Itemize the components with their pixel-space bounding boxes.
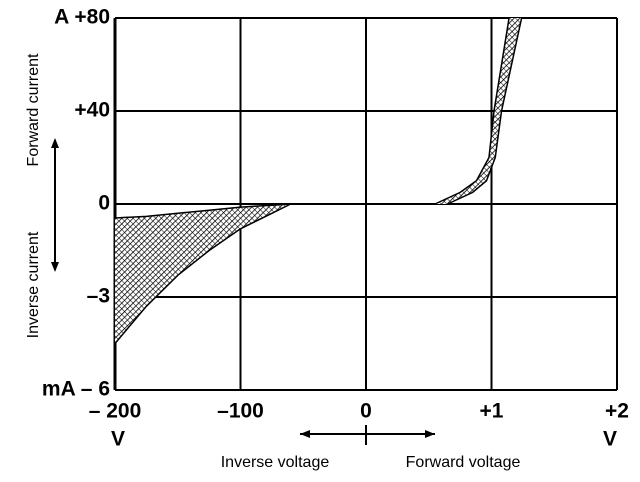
band-fill <box>435 18 522 204</box>
x-axis-label: Inverse voltage <box>221 454 330 471</box>
band-edge <box>114 203 291 219</box>
band-edge <box>434 17 510 205</box>
x-tick-label: – 200 <box>89 400 142 423</box>
x-tick-label: 0 <box>360 400 372 423</box>
band-fill <box>115 204 291 344</box>
y-tick-label: 0 <box>98 192 110 215</box>
x-unit: V <box>111 428 125 451</box>
y-tick-label: +40 <box>74 99 110 122</box>
y-axis-label: Forward current <box>25 53 42 166</box>
y-tick-label: –3 <box>87 285 110 308</box>
y-tick-label: A +80 <box>54 6 110 29</box>
y-axis-label: Inverse current <box>25 231 42 338</box>
x-axis-label: Forward voltage <box>406 454 521 471</box>
band-edge <box>447 17 523 205</box>
x-unit: V <box>603 428 617 451</box>
x-tick-label: +1 <box>480 400 504 423</box>
x-tick-label: –100 <box>217 400 264 423</box>
band-edge <box>114 203 292 344</box>
x-tick-label: +2 <box>605 400 629 423</box>
y-tick-label: mA – 6 <box>42 378 110 401</box>
